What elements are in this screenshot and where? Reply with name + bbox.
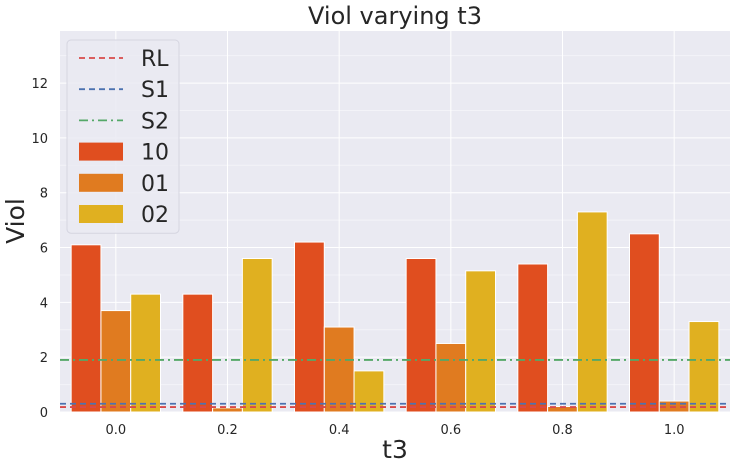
legend-label-S1: S1 (141, 78, 169, 103)
legend-label-RL: RL (141, 47, 169, 72)
chart-title: Viol varying t3 (308, 2, 482, 30)
y-tick-label: 6 (40, 242, 48, 257)
x-tick-label: 1.0 (664, 423, 685, 438)
legend-label-01: 01 (141, 172, 169, 197)
x-tick-label: 0.4 (329, 423, 350, 438)
bar-02-0.8 (576, 211, 608, 413)
bar-01-0.2 (212, 407, 243, 413)
y-axis-label: Viol (1, 198, 30, 244)
bar-02-0.6 (465, 270, 497, 413)
legend-label-10: 10 (141, 141, 169, 166)
bar-01-0.6 (435, 342, 467, 413)
y-tick-label: 4 (40, 296, 48, 311)
legend-swatch-10 (79, 142, 123, 161)
bar-10-0.8 (517, 263, 549, 413)
bar-10-0.2 (182, 293, 214, 413)
y-tick-labels: 0 2 4 6 8 10 12 (31, 77, 48, 421)
bar-02-0.0 (130, 293, 162, 413)
y-tick-label: 10 (31, 132, 48, 147)
legend-swatch-02 (79, 205, 123, 223)
x-tick-label: 0.0 (105, 423, 126, 438)
bar-10-0.4 (294, 241, 325, 413)
reference-lines (60, 359, 730, 408)
x-tick-label: 0.8 (552, 423, 573, 438)
bar-10-0.6 (405, 258, 437, 413)
legend: RL S1 S2 10 01 02 (66, 39, 180, 234)
bar-10-0.0 (70, 244, 102, 413)
bar-01-0.0 (100, 310, 132, 413)
y-tick-label: 12 (31, 77, 48, 92)
y-tick-label: 8 (40, 187, 48, 202)
x-tick-label: 0.6 (440, 423, 461, 438)
y-tick-label: 0 (40, 406, 48, 421)
y-tick-label: 2 (40, 351, 48, 366)
x-tick-label: 0.2 (217, 423, 238, 438)
legend-label-S2: S2 (141, 109, 169, 134)
bar-01-0.4 (323, 326, 355, 413)
bar-10-1.0 (629, 233, 660, 413)
bars (70, 211, 720, 413)
x-axis-label: t3 (382, 435, 408, 464)
bar-02-0.4 (353, 370, 385, 413)
legend-swatch-01 (79, 173, 123, 192)
x-tick-labels: 0.0 0.2 0.4 0.6 0.8 1.0 (105, 423, 684, 438)
bar-02-1.0 (688, 321, 720, 413)
legend-label-02: 02 (141, 203, 169, 228)
bar-02-0.2 (241, 258, 273, 413)
